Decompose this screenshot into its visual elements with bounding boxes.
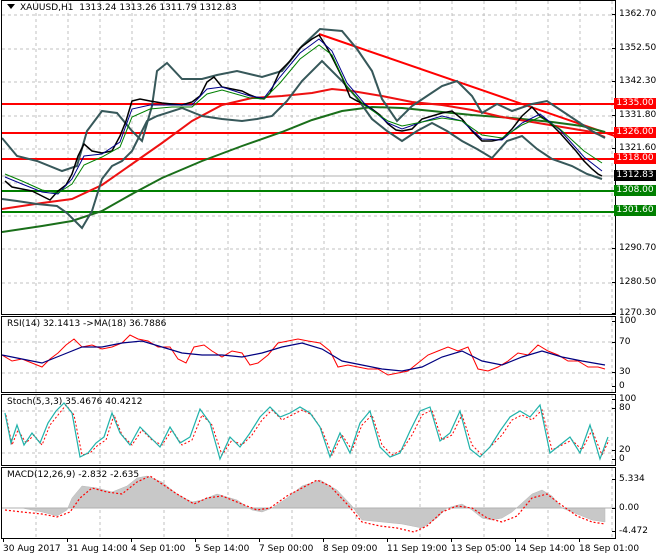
rsi-panel[interactable]: RSI(14) 32.1413 ->MA(18) 36.7886 xyxy=(1,316,616,393)
x-tick-mark xyxy=(515,538,516,542)
x-tick-mark xyxy=(3,538,4,542)
stochastic-panel[interactable]: Stoch(5,3,3) 35.4676 40.4212 xyxy=(1,394,616,466)
x-label: 13 Sep 05:00 xyxy=(451,544,512,554)
y-tick: 1331.80 xyxy=(611,110,656,120)
x-label: 7 Sep 00:00 xyxy=(259,544,314,554)
y-tick: 1362.70 xyxy=(611,9,656,19)
x-tick-mark xyxy=(579,538,580,542)
x-tick-mark xyxy=(451,538,452,542)
price-tag-1308: 1308.00 xyxy=(614,185,656,196)
y-tick: 1270.30 xyxy=(611,308,656,318)
price-tag-1335: 1335.00 xyxy=(614,98,656,109)
y-tick: 5.334 xyxy=(612,474,645,484)
y-tick: 1321.60 xyxy=(611,143,656,153)
triangle-down-icon[interactable] xyxy=(7,4,15,9)
x-label: 11 Sep 19:00 xyxy=(387,544,448,554)
x-tick-mark xyxy=(131,538,132,542)
price-chart-panel[interactable]: XAUUSD,H1 1313.24 1313.26 1311.79 1312.8… xyxy=(1,0,616,315)
ohlc-values: 1313.24 1313.26 1311.79 1312.83 xyxy=(79,3,237,13)
last-price-tag: 1312.83 xyxy=(614,170,656,181)
price-chart-plot xyxy=(2,1,615,314)
y-tick: 100 xyxy=(611,316,636,326)
y-tick: 1352.50 xyxy=(611,43,656,53)
stochastic-title: Stoch(5,3,3) 35.4676 40.4212 xyxy=(7,397,143,407)
price-axis: 1362.70 1352.50 1342.30 1331.80 1321.60 … xyxy=(611,0,660,318)
stochastic-plot xyxy=(2,395,615,465)
symbol-label: XAUUSD,H1 xyxy=(20,3,74,13)
macd-title: MACD(12,26,9) -2.832 -2.635 xyxy=(7,470,140,480)
chart-header: XAUUSD,H1 1313.24 1313.26 1311.79 1312.8… xyxy=(7,3,237,13)
rsi-title: RSI(14) 32.1413 ->MA(18) 36.7886 xyxy=(7,319,167,329)
price-tag-1301: 1301.60 xyxy=(614,205,656,216)
macd-axis: 5.334 0.00 -4.472 xyxy=(611,467,660,539)
macd-plot xyxy=(2,468,615,538)
x-tick-mark xyxy=(67,538,68,542)
x-label: 8 Sep 09:00 xyxy=(323,544,378,554)
y-tick: 30 xyxy=(611,367,630,377)
x-label: 14 Sep 14:00 xyxy=(515,544,576,554)
rsi-plot xyxy=(2,317,615,392)
x-label: 5 Sep 14:00 xyxy=(195,544,250,554)
rsi-axis: 100 70 30 0 xyxy=(611,316,660,393)
y-tick: 0 xyxy=(612,381,625,391)
y-tick: 80 xyxy=(611,403,630,413)
y-tick: 1342.30 xyxy=(611,76,656,86)
y-tick: 1280.50 xyxy=(611,277,656,287)
x-label: 31 Aug 14:00 xyxy=(67,544,128,554)
x-label: 4 Sep 01:00 xyxy=(131,544,186,554)
x-tick-mark xyxy=(323,538,324,542)
y-tick: 100 xyxy=(611,394,636,404)
price-tag-1318: 1318.00 xyxy=(614,153,656,164)
y-tick: 0.00 xyxy=(611,503,639,513)
y-tick: 70 xyxy=(611,337,630,347)
x-tick-mark xyxy=(195,538,196,542)
macd-panel[interactable]: MACD(12,26,9) -2.832 -2.635 xyxy=(1,467,616,539)
price-tag-1326: 1326.00 xyxy=(614,127,656,138)
x-label: 18 Sep 01:00 xyxy=(579,544,640,554)
y-tick: 20 xyxy=(611,445,630,455)
x-tick-mark xyxy=(387,538,388,542)
stochastic-axis: 100 80 20 0 xyxy=(611,394,660,466)
x-label: 30 Aug 2017 xyxy=(3,544,61,554)
y-tick: 0 xyxy=(612,454,625,464)
y-tick: -4.472 xyxy=(611,526,648,536)
x-tick-mark xyxy=(259,538,260,542)
y-tick: 1290.70 xyxy=(611,243,656,253)
